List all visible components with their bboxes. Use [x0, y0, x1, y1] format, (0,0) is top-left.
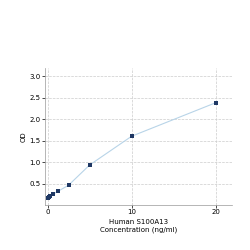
- Point: [66, 183, 70, 187]
- X-axis label: Human S100A13
Concentration (ng/ml): Human S100A13 Concentration (ng/ml): [100, 219, 178, 233]
- Point: [56, 189, 60, 193]
- Point: [130, 134, 134, 138]
- Point: [88, 163, 92, 167]
- Point: [48, 194, 52, 198]
- Point: [47, 195, 51, 199]
- Point: [46, 196, 50, 200]
- Point: [214, 101, 218, 105]
- Y-axis label: OD: OD: [21, 131, 27, 141]
- Point: [51, 192, 55, 196]
